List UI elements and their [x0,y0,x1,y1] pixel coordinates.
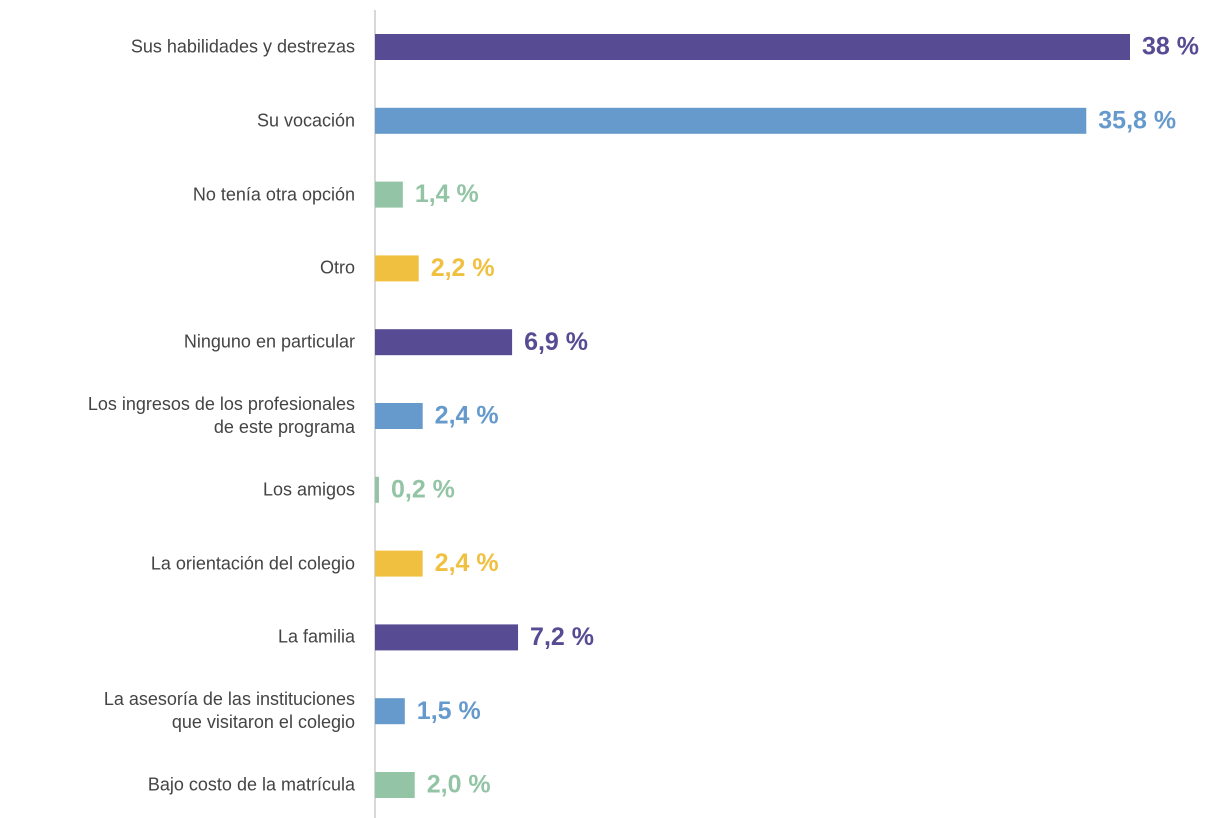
category-label: Los ingresos de los profesionales de est… [87,394,355,437]
bar [375,255,419,282]
category-label: Su vocación [256,110,355,131]
category-label: Sus habilidades y destrezas [130,36,355,57]
value-label: 2,2 % [431,254,495,282]
category-label: La familia [277,626,355,647]
bar [375,107,1087,134]
category-label: La orientación del colegio [150,553,355,574]
category-label: No tenía otra opción [192,184,355,205]
category-label: La asesoría de las instituciones que vis… [103,689,355,733]
value-label: 6,9 % [524,328,588,356]
bar [375,181,403,208]
bar [375,698,405,725]
value-label: 0,2 % [391,475,455,503]
bar [375,329,513,356]
bar [375,403,423,429]
category-label: Ninguno en particular [183,331,355,352]
category-label: Otro [319,257,355,278]
bar [375,476,379,503]
bar [375,772,415,798]
value-label: 1,5 % [417,697,481,725]
value-label: 1,4 % [415,180,479,208]
bar [375,34,1130,60]
value-label: 38 % [1142,33,1199,61]
value-label: 2,4 % [435,549,499,577]
value-label: 35,8 % [1098,106,1176,134]
bar [375,550,423,577]
category-label: Los amigos [262,479,355,500]
value-label: 7,2 % [530,623,594,651]
bar [375,624,519,651]
category-label: Bajo costo de la matrícula [147,774,355,795]
value-label: 2,4 % [435,402,499,430]
value-label: 2,0 % [427,771,491,799]
